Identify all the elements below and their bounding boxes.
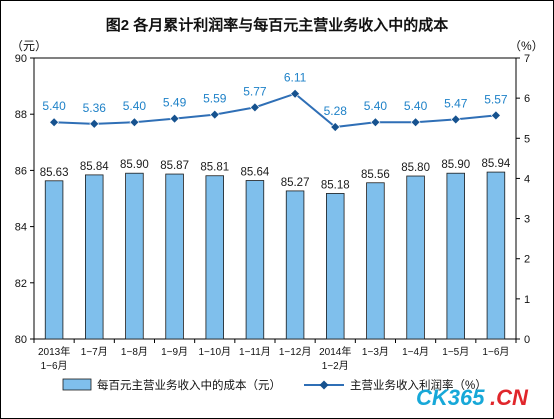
cost-bar-label: 85.80 <box>401 162 430 174</box>
left-axis-tick-label: 90 <box>15 53 27 65</box>
profit-rate-label: 5.40 <box>404 99 428 113</box>
cost-bar <box>44 180 64 340</box>
x-axis-category-label: 1−9月 <box>161 346 188 358</box>
cost-bar-label: 85.87 <box>160 160 189 172</box>
x-axis-category-label: 1−6月 <box>482 346 509 358</box>
left-axis-unit: （元） <box>11 39 47 53</box>
legend-bar-label: 每百元主营业务收入中的成本（元） <box>97 378 281 392</box>
cost-bar-label: 85.64 <box>241 167 270 179</box>
x-axis-category-label: 1−3月 <box>362 346 389 358</box>
cost-bar-label: 85.18 <box>321 179 350 191</box>
profit-rate-point <box>129 117 140 128</box>
x-axis-category-label: 1−11月 <box>239 346 271 358</box>
profit-rate-point <box>410 117 421 128</box>
x-axis-category-label: 1−6月 <box>41 360 68 372</box>
profit-rate-point <box>370 117 381 128</box>
profit-rate-label: 6.11 <box>284 71 307 85</box>
right-axis-tick-label: 4 <box>524 173 530 185</box>
cost-bar <box>165 173 184 340</box>
left-axis-tick-label: 88 <box>15 109 27 121</box>
chart-title: 图2 各月累计利润率与每百元主营业务收入中的成本 <box>106 16 449 34</box>
profit-rate-label: 5.77 <box>243 84 267 98</box>
legend-line-marker <box>319 380 329 390</box>
left-axis-tick-label: 86 <box>15 165 27 177</box>
left-axis-tick-label: 82 <box>15 278 27 290</box>
profit-rate-point <box>290 88 301 99</box>
left-axis-tick-label: 84 <box>15 222 27 234</box>
profit-rate-label: 5.36 <box>83 101 107 115</box>
profit-rate-label: 5.40 <box>42 99 66 113</box>
right-axis-tick-label: 6 <box>524 93 530 105</box>
profit-rate-point <box>490 110 501 121</box>
x-axis-category-label: 1−5月 <box>442 346 469 358</box>
profit-rate-point <box>249 102 260 113</box>
right-axis-tick-label: 2 <box>524 254 530 266</box>
right-axis-tick-label: 7 <box>524 53 530 65</box>
x-axis-category-label: 2014年 <box>319 345 351 358</box>
profit-rate-label: 5.28 <box>324 104 348 118</box>
right-axis-tick-label: 3 <box>524 214 530 226</box>
cost-bar-label: 85.90 <box>441 159 470 171</box>
right-axis-tick-label: 0 <box>524 334 530 346</box>
right-axis-unit: （%） <box>509 39 544 53</box>
cost-bar <box>285 190 305 340</box>
profit-rate-label: 5.49 <box>163 96 187 110</box>
cost-bar-label: 85.56 <box>361 169 390 181</box>
watermark-part-b: .CN <box>490 385 529 410</box>
profit-rate-label: 5.59 <box>203 92 227 106</box>
cost-bar-label: 85.63 <box>40 167 69 179</box>
x-axis-category-label: 1−10月 <box>198 346 231 358</box>
x-axis-category-label: 1−12月 <box>279 346 312 358</box>
right-axis-tick-label: 5 <box>524 133 530 145</box>
watermark-part-a: CK365 <box>416 385 485 410</box>
cost-bar-label: 85.27 <box>281 177 310 189</box>
profit-rate-label: 5.57 <box>484 92 508 106</box>
x-axis-category-label: 2013年 <box>38 345 70 358</box>
cost-bar-label: 85.81 <box>200 162 229 174</box>
legend-line-label: 主营业务收入利润率（%） <box>350 378 487 392</box>
cost-bar-label: 85.94 <box>482 158 511 170</box>
profit-rate-label: 5.47 <box>444 96 468 110</box>
cost-bar-label: 85.84 <box>80 161 109 173</box>
x-axis-category-label: 1−8月 <box>121 346 148 358</box>
profit-rate-point <box>209 109 220 120</box>
profit-rate-label: 5.40 <box>123 99 147 113</box>
x-axis-category-label: 1−7月 <box>81 346 108 358</box>
left-axis-tick-label: 80 <box>15 334 27 346</box>
cost-bar <box>486 171 506 340</box>
profit-rate-point <box>49 117 60 128</box>
cost-bar-label: 85.90 <box>120 159 149 171</box>
profit-rate-point <box>450 114 461 125</box>
legend-bar-swatch <box>62 378 92 391</box>
cost-bar <box>125 172 144 340</box>
x-axis-category-label: 1−2月 <box>322 360 349 372</box>
profit-rate-line <box>54 92 497 129</box>
cost-bar <box>326 193 345 340</box>
profit-rate-point <box>330 122 341 132</box>
cost-bar <box>446 172 465 340</box>
profit-rate-label: 5.40 <box>364 99 388 113</box>
cost-bar <box>205 175 224 340</box>
x-axis-category-label: 1−4月 <box>402 346 429 358</box>
cost-bar <box>406 175 425 340</box>
cost-bar <box>85 174 104 340</box>
profit-rate-point <box>169 113 180 124</box>
right-axis-tick-label: 1 <box>524 294 530 306</box>
cost-bar <box>366 182 385 340</box>
cost-bar <box>245 180 265 340</box>
profit-rate-point <box>89 118 100 129</box>
